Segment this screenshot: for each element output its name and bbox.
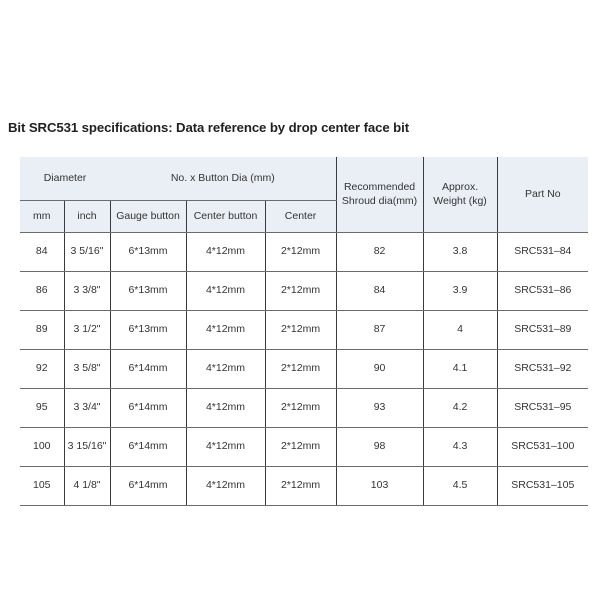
cell-weight: 4.5 (423, 466, 498, 506)
cell-weight: 4 (423, 310, 498, 350)
page-title: Bit SRC531 specifications: Data referenc… (8, 120, 409, 135)
column-header-gauge-button: Gauge button (110, 200, 187, 233)
cell-part-no: SRC531–100 (497, 427, 589, 467)
cell-gauge-button: 6*14mm (110, 388, 187, 428)
column-header-inch: inch (64, 200, 111, 233)
cell-weight: 3.8 (423, 232, 498, 272)
cell-center-button: 4*12mm (186, 427, 266, 467)
cell-center: 2*12mm (265, 271, 337, 311)
cell-center: 2*12mm (265, 232, 337, 272)
cell-gauge-button: 6*13mm (110, 310, 187, 350)
table-row: 92 3 5/8" 6*14mm 4*12mm 2*12mm 90 4.1 SRC531–92 (20, 349, 589, 389)
cell-shroud-dia: 90 (336, 349, 424, 389)
cell-gauge-button: 6*13mm (110, 271, 187, 311)
cell-center-button: 4*12mm (186, 310, 266, 350)
cell-center: 2*12mm (265, 349, 337, 389)
cell-center: 2*12mm (265, 466, 337, 506)
cell-shroud-dia: 82 (336, 232, 424, 272)
cell-mm: 86 (20, 271, 65, 311)
cell-center-button: 4*12mm (186, 232, 266, 272)
cell-center-button: 4*12mm (186, 271, 266, 311)
table-body: 84 3 5/16" 6*13mm 4*12mm 2*12mm 82 3.8 SRC531–8… (20, 232, 589, 506)
cell-center-button: 4*12mm (186, 388, 266, 428)
cell-shroud-dia: 87 (336, 310, 424, 350)
cell-center-button: 4*12mm (186, 349, 266, 389)
cell-center: 2*12mm (265, 388, 337, 428)
cell-part-no: SRC531–95 (497, 388, 589, 428)
cell-gauge-button: 6*14mm (110, 427, 187, 467)
cell-shroud-dia: 103 (336, 466, 424, 506)
cell-gauge-button: 6*14mm (110, 466, 187, 506)
cell-part-no: SRC531–84 (497, 232, 589, 272)
cell-weight: 4.2 (423, 388, 498, 428)
cell-shroud-dia: 93 (336, 388, 424, 428)
cell-inch: 4 1/8" (64, 466, 111, 506)
cell-inch: 3 5/8" (64, 349, 111, 389)
cell-part-no: SRC531–89 (497, 310, 589, 350)
cell-inch: 3 5/16" (64, 232, 111, 272)
column-header-mm: mm (20, 200, 65, 233)
cell-mm: 84 (20, 232, 65, 272)
column-header-part-no: Part No (497, 157, 589, 233)
column-header-weight: Approx. Weight (kg) (423, 157, 498, 233)
cell-part-no: SRC531–86 (497, 271, 589, 311)
column-group-button-dia: No. x Button Dia (mm) (110, 157, 337, 201)
cell-inch: 3 3/8" (64, 271, 111, 311)
specifications-table-container: Diameter No. x Button Dia (mm) Recommend… (20, 157, 589, 506)
table-header-group-row: Diameter No. x Button Dia (mm) Recommend… (20, 157, 589, 233)
cell-part-no: SRC531–92 (497, 349, 589, 389)
table-row: 105 4 1/8" 6*14mm 4*12mm 2*12mm 103 4.5 SRC531–… (20, 466, 589, 506)
cell-center: 2*12mm (265, 427, 337, 467)
column-header-weight-line2: Weight (kg) (433, 194, 487, 207)
cell-mm: 95 (20, 388, 65, 428)
column-group-diameter: Diameter (20, 157, 111, 201)
cell-gauge-button: 6*14mm (110, 349, 187, 389)
column-header-shroud-dia-line2: Shroud dia(mm) (341, 194, 418, 207)
table-row: 100 3 15/16" 6*14mm 4*12mm 2*12mm 98 4.3 SRC531… (20, 427, 589, 467)
cell-weight: 4.3 (423, 427, 498, 467)
column-header-center-button: Center button (186, 200, 266, 233)
cell-part-no: SRC531–105 (497, 466, 589, 506)
cell-weight: 3.9 (423, 271, 498, 311)
cell-inch: 3 3/4" (64, 388, 111, 428)
cell-inch: 3 15/16" (64, 427, 111, 467)
table-row: 84 3 5/16" 6*13mm 4*12mm 2*12mm 82 3.8 SRC531–8… (20, 232, 589, 272)
table-row: 89 3 1/2" 6*13mm 4*12mm 2*12mm 87 4 SRC531–89 (20, 310, 589, 350)
cell-shroud-dia: 84 (336, 271, 424, 311)
column-header-shroud-dia: Recommended Shroud dia(mm) (336, 157, 424, 233)
column-header-shroud-dia-line1: Recommended (343, 181, 416, 194)
column-header-weight-line1: Approx. (441, 181, 479, 194)
cell-mm: 92 (20, 349, 65, 389)
cell-center: 2*12mm (265, 310, 337, 350)
table-header: Diameter No. x Button Dia (mm) Recommend… (20, 157, 589, 233)
specifications-table: Diameter No. x Button Dia (mm) Recommend… (20, 157, 589, 506)
cell-shroud-dia: 98 (336, 427, 424, 467)
table-row: 95 3 3/4" 6*14mm 4*12mm 2*12mm 93 4.2 SRC531–95 (20, 388, 589, 428)
column-header-center: Center (265, 200, 337, 233)
cell-gauge-button: 6*13mm (110, 232, 187, 272)
cell-inch: 3 1/2" (64, 310, 111, 350)
cell-mm: 100 (20, 427, 65, 467)
cell-mm: 105 (20, 466, 65, 506)
cell-center-button: 4*12mm (186, 466, 266, 506)
cell-weight: 4.1 (423, 349, 498, 389)
cell-mm: 89 (20, 310, 65, 350)
table-header-sub-row: mm inch Gauge button Center button Cente… (20, 200, 588, 233)
table-row: 86 3 3/8" 6*13mm 4*12mm 2*12mm 84 3.9 SRC531–86 (20, 271, 589, 311)
